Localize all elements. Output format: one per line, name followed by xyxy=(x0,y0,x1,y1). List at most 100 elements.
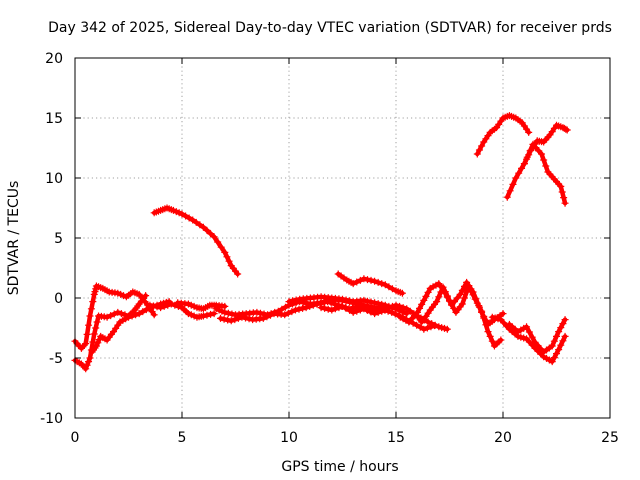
data-point xyxy=(443,292,451,300)
data-point xyxy=(138,294,146,302)
data-point xyxy=(263,313,271,321)
data-point xyxy=(139,308,147,316)
data-point xyxy=(550,337,558,345)
data-point xyxy=(561,332,569,340)
data-point xyxy=(557,182,565,190)
data-point xyxy=(559,320,567,328)
data-point xyxy=(328,306,336,314)
data-point xyxy=(231,316,239,324)
data-point xyxy=(367,276,375,284)
data-point xyxy=(367,298,375,306)
data-point xyxy=(548,342,556,350)
data-point xyxy=(421,316,429,324)
x-axis-label: GPS time / hours xyxy=(281,459,398,475)
y-tick-label: 5 xyxy=(54,231,63,247)
data-point xyxy=(256,309,264,317)
data-point xyxy=(471,295,479,303)
data-point xyxy=(555,346,563,354)
data-point xyxy=(484,328,492,336)
data-point xyxy=(424,288,432,296)
data-point xyxy=(475,303,483,311)
data-point xyxy=(409,319,417,327)
data-point xyxy=(353,307,361,315)
data-point xyxy=(473,299,481,307)
data-point xyxy=(324,305,332,313)
data-point xyxy=(378,300,386,308)
data-point xyxy=(346,306,354,314)
data-point xyxy=(553,350,560,358)
data-point xyxy=(453,294,461,302)
data-point xyxy=(281,311,289,319)
data-point xyxy=(561,199,569,207)
data-point xyxy=(149,302,157,310)
data-point xyxy=(214,238,222,246)
data-point xyxy=(367,308,375,316)
series-arc-s xyxy=(505,316,569,356)
y-tick-label: -5 xyxy=(49,351,63,367)
data-point xyxy=(225,257,233,265)
data-point xyxy=(374,300,382,308)
series-arc-i xyxy=(285,293,411,318)
series-arc-d xyxy=(146,300,218,321)
data-point xyxy=(234,270,242,278)
data-point xyxy=(292,296,300,304)
data-point xyxy=(85,358,93,366)
data-point xyxy=(150,311,158,319)
data-point xyxy=(378,307,386,315)
x-tick-label: 25 xyxy=(601,430,619,446)
data-point xyxy=(458,300,466,308)
data-point xyxy=(553,332,560,340)
data-point xyxy=(456,290,464,298)
data-point xyxy=(125,313,132,321)
data-point xyxy=(360,305,368,313)
data-point xyxy=(486,332,494,340)
data-point xyxy=(85,321,93,329)
data-point xyxy=(559,337,567,345)
data-point xyxy=(82,340,90,348)
data-point xyxy=(321,304,329,312)
data-point xyxy=(89,338,97,346)
data-point xyxy=(241,314,249,322)
data-point xyxy=(558,188,566,196)
data-point xyxy=(403,310,411,318)
y-tick-label: 0 xyxy=(54,291,63,307)
data-point xyxy=(306,302,314,310)
data-point xyxy=(107,312,115,320)
series-arc-n xyxy=(413,312,451,333)
data-point xyxy=(503,193,511,201)
data-point xyxy=(132,311,140,319)
data-point xyxy=(385,302,393,310)
data-point xyxy=(360,275,368,283)
data-point xyxy=(217,314,225,322)
data-point xyxy=(331,300,339,308)
data-point xyxy=(450,304,458,312)
data-point xyxy=(349,308,357,316)
data-point xyxy=(349,280,357,288)
data-point xyxy=(416,304,424,312)
data-point xyxy=(480,314,488,322)
data-point xyxy=(475,146,483,154)
data-point xyxy=(478,142,486,150)
data-point xyxy=(528,333,536,341)
series-arc-g xyxy=(212,295,426,326)
data-point xyxy=(160,302,168,310)
data-point xyxy=(525,328,533,336)
data-point xyxy=(413,312,421,320)
data-point xyxy=(356,276,364,284)
series-arc-k xyxy=(317,302,389,318)
data-point xyxy=(381,281,389,289)
data-point xyxy=(509,180,517,188)
data-point xyxy=(512,174,520,182)
series-arc-e xyxy=(150,204,242,278)
data-point xyxy=(458,286,466,294)
data-point xyxy=(189,216,197,224)
data-point xyxy=(518,164,526,172)
data-point xyxy=(327,299,335,307)
data-point xyxy=(523,155,531,163)
x-tick-label: 5 xyxy=(178,430,187,446)
data-point xyxy=(117,310,125,318)
data-point xyxy=(439,283,447,291)
data-point xyxy=(406,307,414,315)
series-arc-f xyxy=(174,299,229,313)
data-point xyxy=(289,297,297,305)
